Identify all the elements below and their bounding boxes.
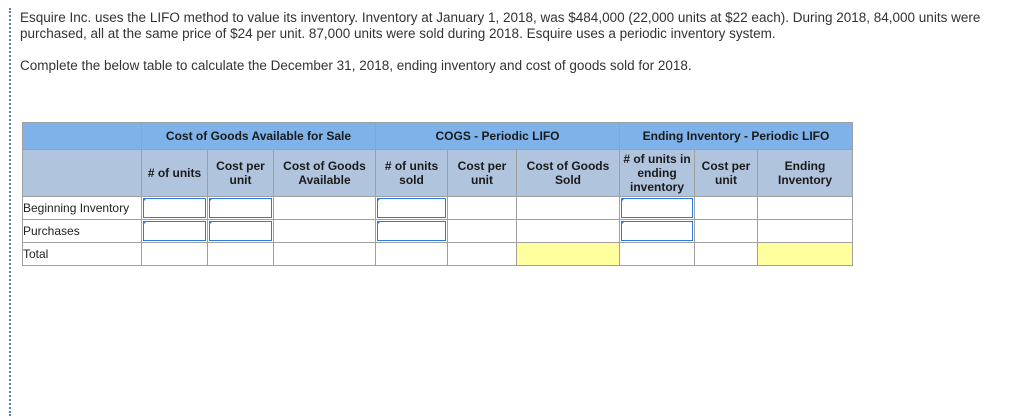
purchases-units-input[interactable] bbox=[143, 221, 206, 241]
group-header-ending: Ending Inventory - Periodic LIFO bbox=[619, 122, 853, 150]
corner-header bbox=[22, 122, 142, 150]
cell bbox=[273, 242, 376, 266]
purchases-cost-per-unit-input[interactable] bbox=[209, 221, 272, 241]
purchases-cost-per-unit-sold-input[interactable] bbox=[449, 221, 515, 241]
problem-paragraph-2: Complete the below table to calculate th… bbox=[20, 58, 692, 73]
cell bbox=[375, 242, 448, 266]
col-header-ending-inventory: Ending Inventory bbox=[757, 149, 853, 197]
col-header-units: # of units bbox=[141, 149, 208, 197]
cell bbox=[757, 196, 853, 220]
cell bbox=[619, 196, 695, 220]
col-header-units-sold: # of units sold bbox=[375, 149, 448, 197]
purchases-cogs-sold-input[interactable] bbox=[518, 221, 618, 241]
cell bbox=[516, 242, 620, 266]
purchases-units-ending-input[interactable] bbox=[621, 221, 693, 241]
cell bbox=[207, 219, 274, 243]
cell bbox=[516, 196, 620, 220]
input-marker-icon bbox=[621, 198, 625, 202]
cell bbox=[619, 242, 695, 266]
group-header-cogs: COGS - Periodic LIFO bbox=[375, 122, 620, 150]
cell bbox=[141, 219, 208, 243]
problem-statement: Esquire Inc. uses the LIFO method to val… bbox=[20, 10, 1010, 74]
input-marker-icon bbox=[377, 221, 381, 225]
cell bbox=[694, 196, 758, 220]
beginning-units-input[interactable] bbox=[143, 198, 206, 218]
problem-paragraph-1: Esquire Inc. uses the LIFO method to val… bbox=[20, 10, 981, 41]
left-dotted-rule bbox=[9, 8, 11, 416]
total-units-sold-input[interactable] bbox=[377, 244, 446, 264]
table-row: Purchases bbox=[22, 219, 853, 243]
lifo-calculation-table: Cost of Goods Available for Sale COGS - … bbox=[22, 122, 853, 266]
beginning-ending-inventory-input[interactable] bbox=[759, 198, 851, 218]
total-cogs-available-input[interactable] bbox=[275, 244, 374, 264]
cell bbox=[375, 196, 448, 220]
input-marker-icon bbox=[621, 221, 625, 225]
purchases-ending-inventory-input[interactable] bbox=[759, 221, 851, 241]
purchases-cost-per-unit-ending-input[interactable] bbox=[696, 221, 756, 241]
cell bbox=[207, 242, 274, 266]
beginning-cost-per-unit-input[interactable] bbox=[209, 198, 272, 218]
cell bbox=[757, 242, 853, 266]
cell bbox=[273, 196, 376, 220]
col-header-cogs-sold: Cost of Goods Sold bbox=[516, 149, 620, 197]
beginning-units-sold-input[interactable] bbox=[377, 198, 446, 218]
table-row: Total bbox=[22, 242, 853, 266]
input-marker-icon bbox=[143, 221, 147, 225]
cell bbox=[619, 219, 695, 243]
cell bbox=[273, 219, 376, 243]
beginning-cost-per-unit-ending-input[interactable] bbox=[696, 198, 756, 218]
cell bbox=[447, 242, 517, 266]
purchases-units-sold-input[interactable] bbox=[377, 221, 446, 241]
group-header-available: Cost of Goods Available for Sale bbox=[141, 122, 376, 150]
row-label-purchases: Purchases bbox=[22, 219, 142, 243]
col-header-units-ending: # of units in ending inventory bbox=[619, 149, 695, 197]
purchases-cogs-available-input[interactable] bbox=[275, 221, 374, 241]
cell bbox=[141, 196, 208, 220]
cell bbox=[141, 242, 208, 266]
cell bbox=[694, 242, 758, 266]
cell bbox=[516, 219, 620, 243]
cell bbox=[694, 219, 758, 243]
total-units-input[interactable] bbox=[143, 244, 206, 264]
col-header-cost-per-unit-sold: Cost per unit bbox=[447, 149, 517, 197]
col-header-cogs-available: Cost of Goods Available bbox=[273, 149, 376, 197]
cell bbox=[447, 219, 517, 243]
cell bbox=[375, 219, 448, 243]
beginning-cogs-sold-input[interactable] bbox=[518, 198, 618, 218]
input-marker-icon bbox=[377, 198, 381, 202]
table-row: Beginning Inventory bbox=[22, 196, 853, 220]
col-header-cost-per-unit-available: Cost per unit bbox=[207, 149, 274, 197]
col-header-cost-per-unit-ending: Cost per unit bbox=[694, 149, 758, 197]
total-ending-inventory-input[interactable] bbox=[759, 244, 851, 264]
cell bbox=[207, 196, 274, 220]
input-marker-icon bbox=[209, 221, 213, 225]
row-label-total: Total bbox=[22, 242, 142, 266]
cell bbox=[447, 196, 517, 220]
cell bbox=[757, 219, 853, 243]
corner-subheader bbox=[22, 149, 142, 197]
beginning-units-ending-input[interactable] bbox=[621, 198, 693, 218]
input-marker-icon bbox=[143, 198, 147, 202]
total-cogs-sold-input[interactable] bbox=[518, 244, 618, 264]
input-marker-icon bbox=[209, 198, 213, 202]
beginning-cost-per-unit-sold-input[interactable] bbox=[449, 198, 515, 218]
beginning-cogs-available-input[interactable] bbox=[275, 198, 374, 218]
total-units-ending-input[interactable] bbox=[621, 244, 693, 264]
row-label-beginning-inventory: Beginning Inventory bbox=[22, 196, 142, 220]
